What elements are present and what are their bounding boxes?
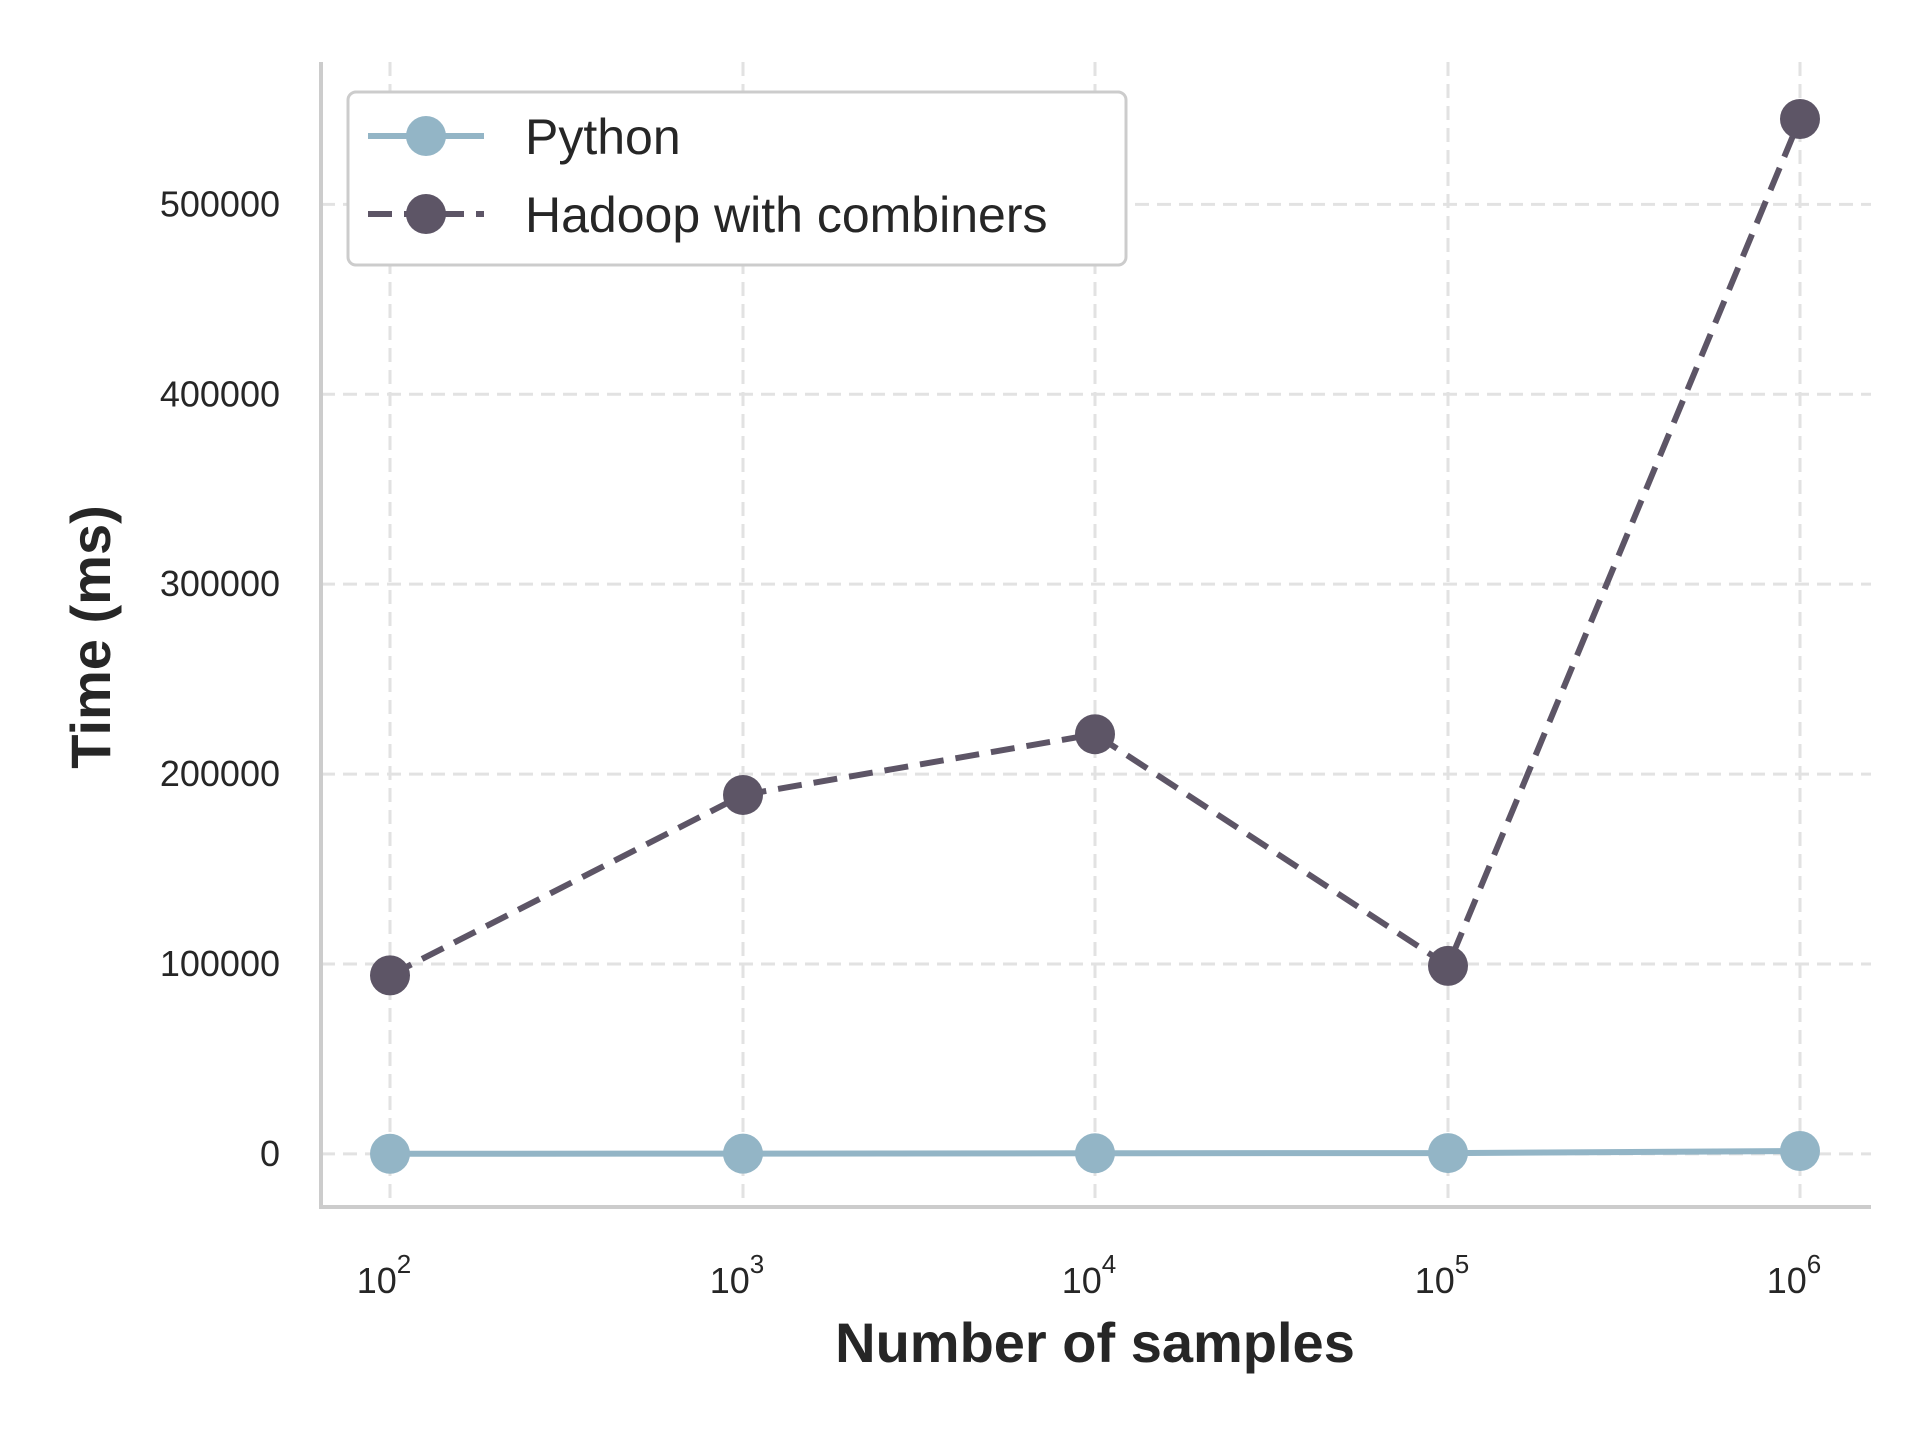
y-tick-label: 200000 (160, 753, 280, 794)
legend-python-label: Python (525, 109, 681, 165)
y-axis-title: Time (ms) (59, 505, 122, 768)
data-point-hadoop (1780, 98, 1820, 139)
x-tick-label: 105 (1415, 1249, 1470, 1301)
legend-python-swatch-marker (406, 116, 446, 156)
x-tick-labels: 102 103 104 105 106 (357, 1249, 1822, 1301)
x-axis-title: Number of samples (835, 1311, 1355, 1374)
y-tick-labels: 0 100000 200000 300000 400000 500000 (160, 183, 280, 1173)
data-point-python (1428, 1133, 1468, 1174)
legend-hadoop-swatch-marker (406, 194, 446, 234)
legend-frame (346, 90, 1128, 267)
legend: Python Hadoop with combiners (346, 90, 1128, 267)
data-point-hadoop (723, 774, 763, 815)
x-tick-label: 103 (710, 1249, 765, 1301)
data-point-hadoop (1428, 945, 1468, 986)
x-tick-label: 106 (1767, 1249, 1822, 1301)
data-point-python (1780, 1130, 1820, 1171)
data-point-python (1075, 1133, 1115, 1174)
series-layer (370, 98, 1820, 1174)
data-point-python (723, 1133, 763, 1174)
data-point-hadoop (370, 955, 410, 996)
x-tick-label: 104 (1062, 1249, 1117, 1301)
y-tick-label: 500000 (160, 183, 280, 224)
data-point-python (370, 1133, 410, 1174)
x-tick-label: 102 (357, 1249, 412, 1301)
y-tick-label: 400000 (160, 373, 280, 414)
y-tick-label: 100000 (160, 943, 280, 984)
data-point-hadoop (1075, 714, 1115, 755)
axes-layer (319, 62, 1871, 1209)
series-line-hadoop (388, 117, 1803, 979)
y-tick-label: 300000 (160, 563, 280, 604)
legend-hadoop-label: Hadoop with combiners (525, 187, 1048, 243)
y-tick-label: 0 (260, 1133, 280, 1174)
